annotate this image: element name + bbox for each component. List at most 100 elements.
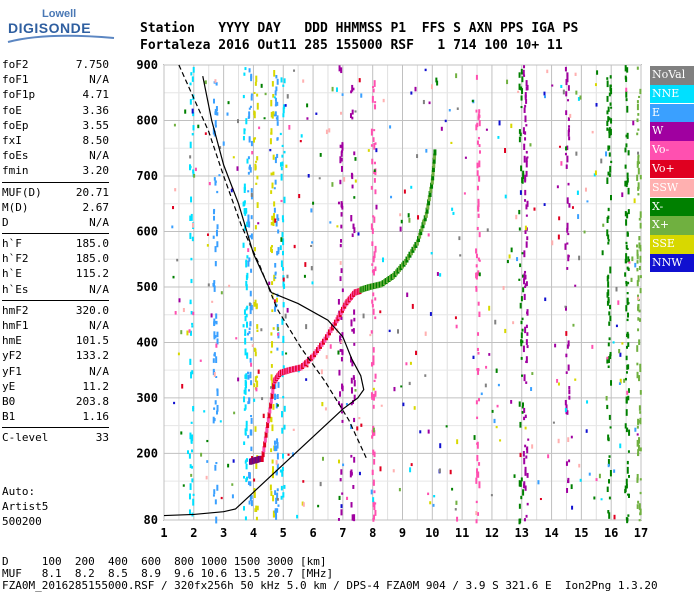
noise-mark bbox=[346, 496, 349, 500]
noise-mark bbox=[478, 398, 481, 402]
noise-mark bbox=[273, 70, 276, 77]
noise-mark bbox=[374, 142, 377, 145]
noise-mark bbox=[605, 151, 608, 157]
noise-mark bbox=[523, 293, 526, 301]
noise-mark bbox=[477, 213, 480, 218]
noise-mark bbox=[321, 456, 324, 461]
noise-mark bbox=[588, 472, 591, 476]
noise-mark bbox=[476, 170, 479, 177]
noise-mark bbox=[374, 316, 377, 320]
noise-mark bbox=[607, 342, 610, 347]
noise-mark bbox=[521, 328, 524, 332]
noise-mark bbox=[192, 311, 195, 316]
noise-mark bbox=[374, 509, 377, 516]
noise-mark bbox=[448, 109, 451, 112]
noise-mark bbox=[625, 429, 628, 433]
noise-mark bbox=[567, 255, 570, 258]
x-trace-mark bbox=[419, 229, 423, 236]
noise-mark bbox=[271, 81, 274, 87]
noise-mark bbox=[280, 199, 283, 203]
noise-mark bbox=[243, 183, 246, 190]
noise-mark bbox=[478, 175, 481, 182]
noise-mark bbox=[176, 258, 179, 262]
param-row: yF2 133.2 bbox=[2, 349, 109, 364]
noise-mark bbox=[263, 117, 266, 120]
noise-mark bbox=[340, 67, 343, 74]
noise-mark bbox=[351, 233, 354, 238]
noise-mark bbox=[476, 140, 479, 145]
noise-mark bbox=[272, 213, 275, 220]
noise-mark bbox=[292, 428, 295, 431]
param-value: N/A bbox=[89, 282, 109, 296]
noise-mark bbox=[350, 454, 353, 458]
noise-mark bbox=[372, 395, 375, 401]
noise-mark bbox=[274, 179, 277, 185]
noise-mark bbox=[273, 514, 276, 518]
noise-mark bbox=[212, 98, 215, 104]
noise-mark bbox=[637, 452, 640, 456]
noise-mark bbox=[207, 283, 210, 287]
noise-mark bbox=[543, 203, 546, 206]
noise-mark bbox=[524, 115, 527, 123]
noise-mark bbox=[610, 160, 613, 164]
noise-mark bbox=[335, 87, 338, 92]
param-row: B0 203.8 bbox=[2, 395, 109, 410]
noise-mark bbox=[270, 128, 273, 135]
noise-mark bbox=[350, 402, 353, 406]
noise-mark bbox=[341, 492, 344, 495]
noise-mark bbox=[410, 91, 413, 95]
noise-mark bbox=[606, 229, 609, 237]
noise-mark bbox=[566, 242, 569, 245]
noise-mark bbox=[276, 438, 279, 444]
noise-mark bbox=[625, 483, 628, 489]
noise-mark bbox=[567, 340, 570, 347]
noise-mark bbox=[476, 122, 479, 128]
noise-mark bbox=[191, 222, 194, 228]
noise-mark bbox=[390, 195, 393, 199]
noise-mark bbox=[250, 95, 253, 101]
noise-mark bbox=[351, 109, 354, 115]
noise-mark bbox=[215, 343, 218, 348]
noise-mark bbox=[602, 223, 605, 227]
noise-mark bbox=[276, 214, 279, 220]
legend-item-x: X+ bbox=[650, 216, 694, 235]
noise-mark bbox=[429, 501, 432, 505]
noise-mark bbox=[244, 315, 247, 322]
noise-mark bbox=[212, 127, 215, 135]
noise-mark bbox=[637, 444, 640, 452]
noise-mark bbox=[523, 374, 526, 382]
noise-mark bbox=[250, 500, 253, 507]
noise-mark bbox=[436, 272, 439, 276]
noise-mark bbox=[331, 182, 334, 187]
noise-mark bbox=[189, 82, 192, 86]
noise-mark bbox=[400, 385, 403, 388]
noise-mark bbox=[272, 466, 275, 473]
noise-mark bbox=[520, 68, 523, 75]
x-trace-mark bbox=[424, 211, 428, 218]
noise-mark bbox=[572, 323, 575, 327]
noise-mark bbox=[637, 151, 640, 155]
x-tick-label: 11 bbox=[455, 526, 469, 540]
noise-mark bbox=[456, 516, 459, 522]
x-trace-mark bbox=[420, 225, 424, 232]
noise-mark bbox=[472, 355, 475, 359]
noise-mark bbox=[626, 331, 629, 336]
noise-mark bbox=[336, 225, 339, 228]
noise-mark bbox=[255, 375, 258, 379]
noise-mark bbox=[639, 447, 642, 452]
noise-mark bbox=[331, 86, 334, 92]
noise-mark bbox=[282, 84, 285, 87]
noise-mark bbox=[197, 124, 200, 129]
noise-mark bbox=[350, 471, 353, 475]
noise-mark bbox=[619, 352, 622, 357]
noise-mark bbox=[619, 443, 622, 449]
noise-mark bbox=[591, 344, 594, 349]
noise-mark bbox=[273, 207, 276, 213]
noise-mark bbox=[626, 212, 629, 219]
noise-mark bbox=[564, 408, 567, 412]
noise-mark bbox=[523, 74, 526, 77]
noise-mark bbox=[285, 352, 288, 355]
noise-mark bbox=[189, 330, 192, 336]
noise-mark bbox=[408, 381, 411, 386]
noise-mark bbox=[606, 356, 609, 360]
